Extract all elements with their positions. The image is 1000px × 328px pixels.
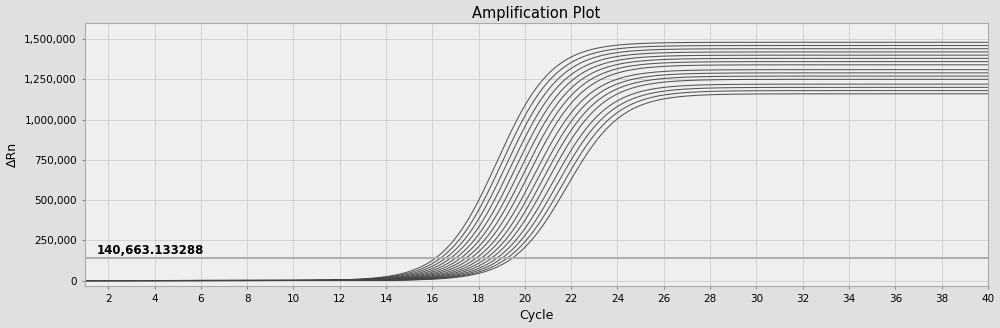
X-axis label: Cycle: Cycle [519, 309, 554, 322]
Y-axis label: ΔRn: ΔRn [6, 142, 19, 167]
Title: Amplification Plot: Amplification Plot [472, 6, 601, 21]
Text: 140,663.133288: 140,663.133288 [97, 244, 204, 257]
